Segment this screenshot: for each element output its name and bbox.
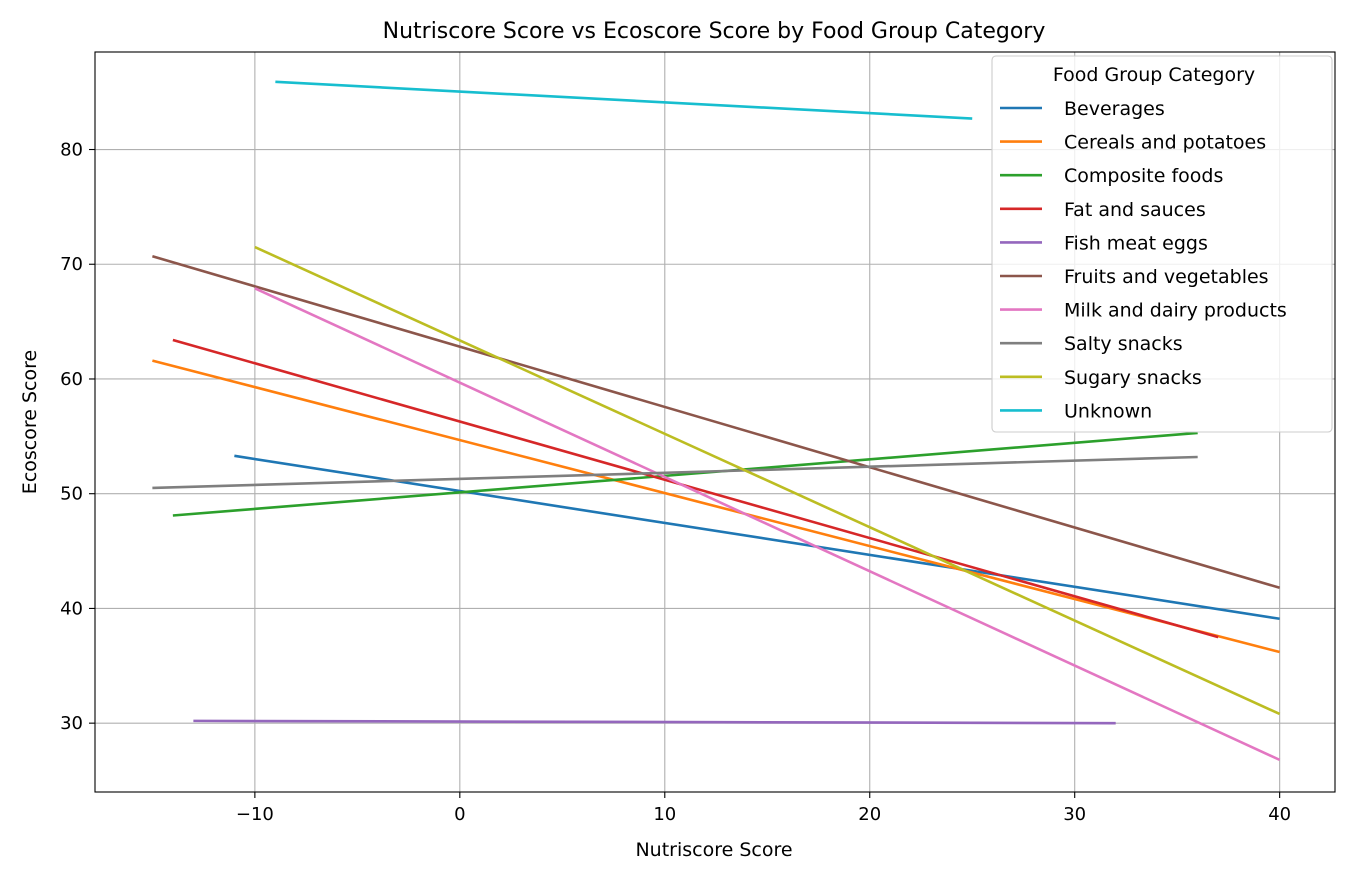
x-axis-label: Nutriscore Score [635, 839, 792, 861]
x-axis: −10 0 10 20 30 40 [236, 792, 1291, 825]
series-line-milk-and-dairy-products [254, 287, 1281, 762]
legend: Food Group Category Beverages Cereals and … [991, 55, 1333, 433]
x-tick-label: 30 [1063, 804, 1086, 825]
x-tick-label: −10 [236, 804, 274, 825]
x-tick-label: 20 [858, 804, 881, 825]
legend-label: Milk and dairy products [1064, 300, 1287, 322]
series-line-fish-meat-eggs [193, 719, 1116, 725]
series-line-fat-and-sauces [172, 338, 1219, 639]
plot-frame [94, 51, 1336, 793]
legend-label: Salty snacks [1064, 333, 1183, 355]
y-tick-label: 80 [60, 140, 83, 161]
x-tick-label: 0 [454, 804, 465, 825]
plot-series [152, 80, 1281, 762]
series-line-sugary-snacks [254, 245, 1281, 716]
series-line-salty-snacks [152, 455, 1198, 490]
series-line-unknown [275, 80, 973, 120]
series-line-beverages [234, 454, 1280, 621]
legend-label: Beverages [1064, 98, 1165, 120]
legend-label: Sugary snacks [1064, 367, 1202, 389]
series-line-fruits-and-vegetables [152, 254, 1281, 590]
x-tick-label: 10 [653, 804, 676, 825]
legend-box [991, 55, 1333, 433]
legend-label: Fish meat eggs [1064, 232, 1208, 254]
series-line-cereals-and-potatoes [152, 359, 1280, 654]
y-tick-label: 50 [60, 484, 83, 505]
y-tick-label: 70 [60, 254, 83, 275]
legend-title: Food Group Category [1053, 64, 1255, 86]
series-line-composite-foods [172, 431, 1198, 517]
y-tick-label: 30 [60, 713, 83, 734]
legend-label: Unknown [1064, 400, 1152, 422]
legend-label: Cereals and potatoes [1064, 132, 1266, 154]
legend-label: Fat and sauces [1064, 199, 1206, 221]
y-tick-label: 60 [60, 369, 83, 390]
y-tick-label: 40 [60, 598, 83, 619]
x-tick-label: 40 [1268, 804, 1291, 825]
legend-label: Composite foods [1064, 165, 1223, 187]
y-axis: 30 40 50 60 70 80 [60, 140, 95, 734]
chart-title: Nutriscore Score vs Ecoscore Score by Fo… [383, 19, 1046, 44]
legend-label: Fruits and vegetables [1064, 266, 1269, 288]
y-axis-label: Ecoscore Score [19, 350, 41, 494]
